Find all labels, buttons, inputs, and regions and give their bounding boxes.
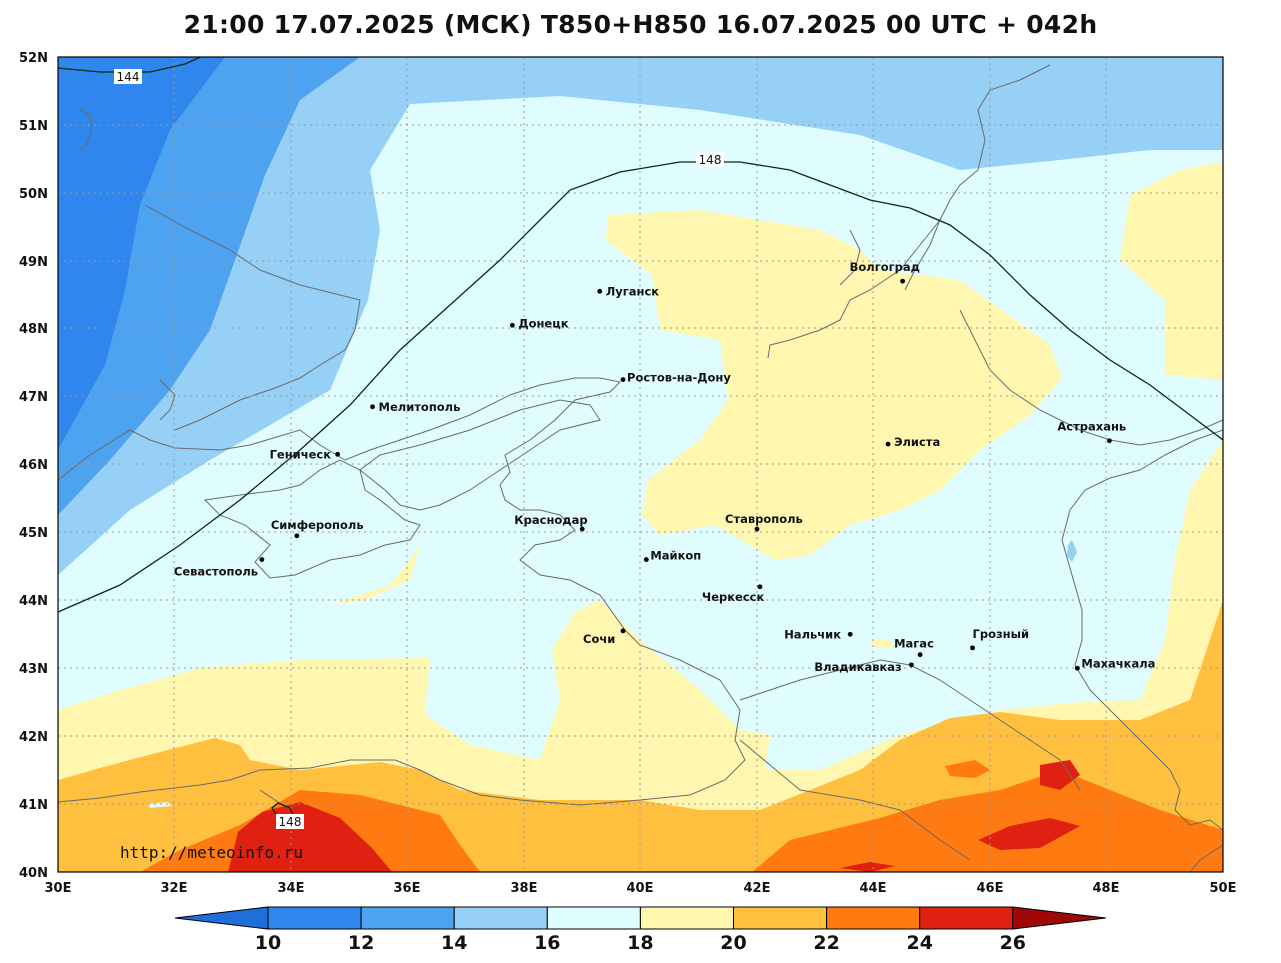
city-label: Элиста — [894, 435, 940, 449]
city-dot — [643, 557, 649, 562]
lon-label-48e: 48E — [1093, 881, 1120, 896]
legend-tick-label: 18 — [627, 932, 653, 954]
lon-label-38e: 38E — [511, 881, 538, 896]
legend-tick-label: 14 — [441, 932, 467, 954]
grid-lines — [58, 57, 1223, 872]
city-label: Нальчик — [784, 627, 841, 641]
lat-label-43n: 43N — [19, 662, 48, 677]
city-dot — [294, 533, 300, 539]
city-label: Волгоград — [850, 260, 920, 274]
city-dot — [509, 322, 515, 328]
lat-label-45n: 45N — [19, 526, 48, 541]
legend-swatch — [267, 906, 362, 930]
city-dot — [757, 584, 763, 590]
longitude-labels: 30E 32E 34E 36E 38E 40E 42E 44E 46E 48E … — [45, 881, 1237, 896]
legend-tick-label: 10 — [255, 932, 281, 954]
city-label: Магас — [894, 637, 934, 651]
city-label: Мелитополь — [379, 400, 461, 414]
lat-label-51n: 51N — [19, 119, 48, 134]
city-label: Астрахань — [1057, 420, 1126, 434]
lat-label-40n: 40N — [19, 866, 48, 881]
legend-swatch — [733, 906, 828, 930]
city-label: Майкоп — [650, 549, 701, 563]
legend-arrow-left — [174, 906, 269, 930]
city-dot — [900, 278, 906, 284]
city-label: Сочи — [583, 632, 615, 646]
lon-label-36e: 36E — [394, 881, 421, 896]
lon-label-46e: 46E — [977, 881, 1004, 896]
legend-tick-label: 26 — [1000, 932, 1026, 954]
contour-label-148-north: 148 — [699, 153, 722, 167]
contour-label-148-south: 148 — [279, 815, 302, 829]
lat-label-49n: 49N — [19, 255, 48, 270]
color-legend: 10 12 14 16 18 20 22 24 26 — [174, 906, 1106, 954]
lon-label-50e: 50E — [1210, 881, 1237, 896]
city-label: Ставрополь — [725, 512, 803, 526]
legend-swatch — [826, 906, 921, 930]
lon-label-44e: 44E — [860, 881, 887, 896]
legend-swatch — [639, 906, 735, 930]
lon-label-34e: 34E — [278, 881, 305, 896]
legend-tick-label: 24 — [906, 932, 932, 954]
city-label: Махачкала — [1081, 656, 1155, 670]
city-label: Черкесск — [702, 590, 765, 604]
city-dot — [970, 645, 975, 651]
city-label: Владикавказ — [814, 660, 901, 674]
city-label: Геническ — [270, 447, 332, 461]
city-dot — [620, 628, 626, 634]
legend-swatch — [360, 906, 455, 930]
city-dot — [847, 631, 853, 637]
contour-label-144: 144 — [117, 70, 140, 84]
legend-tick-label: 16 — [534, 932, 560, 954]
legend-tick-label: 20 — [720, 932, 746, 954]
lat-label-46n: 46N — [19, 458, 48, 473]
city-label: Севастополь — [174, 565, 258, 579]
legend-tick-label: 22 — [813, 932, 839, 954]
legend-swatch — [919, 906, 1014, 930]
map-title: 21:00 17.07.2025 (МСК) T850+H850 16.07.2… — [183, 10, 1098, 39]
city-label: Грозный — [973, 627, 1030, 641]
city-dot — [754, 526, 760, 532]
city-dot — [597, 288, 603, 294]
lat-label-47n: 47N — [19, 390, 48, 405]
city-dot — [620, 377, 626, 383]
city-dot — [1074, 665, 1080, 671]
lat-label-48n: 48N — [19, 322, 48, 337]
legend-arrow-right — [1012, 906, 1106, 930]
city-label: Симферополь — [271, 518, 364, 532]
city-dot — [259, 557, 265, 562]
lat-label-52n: 52N — [19, 51, 48, 66]
lat-label-41n: 41N — [19, 798, 48, 813]
legend-tick-label: 12 — [348, 932, 374, 954]
city-dot — [917, 652, 923, 658]
legend-swatch — [546, 906, 641, 930]
lon-label-40e: 40E — [627, 881, 654, 896]
city-dot — [370, 404, 375, 410]
latitude-labels: 52N 51N 50N 49N 48N 47N 46N 45N 44N 43N … — [19, 51, 48, 881]
contour-labels: 144 148 148 — [114, 69, 724, 829]
city-label: Луганск — [606, 284, 660, 298]
city-dot — [1107, 438, 1112, 444]
lon-label-42e: 42E — [744, 881, 771, 896]
city-label: Донецк — [518, 316, 568, 330]
lon-label-30e: 30E — [45, 881, 72, 896]
lat-label-44n: 44N — [19, 594, 48, 609]
city-markers: Луганск Донецк Волгоград Ростов-на-Дону Мели… — [174, 260, 1156, 674]
city-dot — [885, 441, 891, 447]
lat-label-50n: 50N — [19, 187, 48, 202]
city-label: Краснодар — [514, 513, 587, 527]
city-dot — [335, 451, 340, 457]
plot-frame — [57, 56, 1224, 873]
lon-label-32e: 32E — [161, 881, 188, 896]
city-label: Ростов-на-Дону — [627, 371, 731, 385]
city-dot — [579, 526, 585, 532]
lat-label-42n: 42N — [19, 730, 48, 745]
watermark: http://meteoinfo.ru — [120, 843, 303, 862]
city-dot — [908, 662, 914, 668]
legend-swatch — [453, 906, 548, 930]
